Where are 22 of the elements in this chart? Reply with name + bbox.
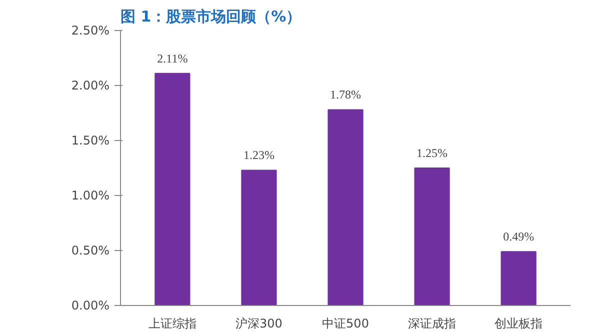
x-tick-label: 沪深300 [236, 316, 282, 330]
y-tick-label: 0.00% [71, 298, 110, 312]
bar [154, 72, 190, 306]
data-label: 2.11% [157, 51, 188, 66]
data-label: 0.49% [503, 230, 534, 244]
bar [500, 251, 536, 306]
y-tick-label: 2.50% [71, 24, 110, 38]
x-tick-label: 上证综指 [148, 316, 196, 330]
x-tick-label: 深证成指 [408, 316, 456, 330]
data-label: 1.78% [330, 88, 361, 102]
bar [414, 168, 450, 306]
data-label: 1.23% [243, 148, 274, 162]
bar [241, 170, 277, 306]
x-tick-label: 中证500 [322, 316, 369, 330]
bar [328, 109, 364, 306]
data-label: 1.25% [416, 146, 448, 160]
y-tick-label: 0.50% [71, 244, 110, 258]
y-tick-label: 1.50% [71, 134, 110, 148]
chart-title: 图 1：股票市场回顾（%） [120, 8, 302, 26]
y-tick-label: 2.00% [71, 78, 110, 92]
y-tick-label: 1.00% [71, 188, 110, 202]
x-tick-label: 创业板指 [494, 316, 543, 330]
